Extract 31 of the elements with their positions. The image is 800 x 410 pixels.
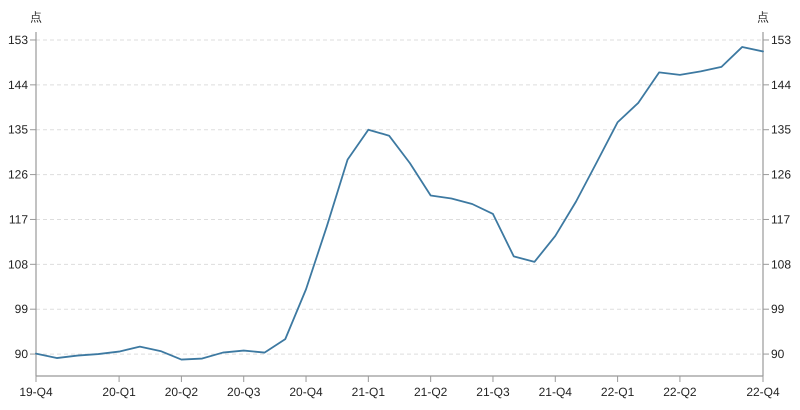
y-tick-label: 108 [8, 257, 28, 272]
y2-tick-label: 108 [771, 257, 792, 272]
x-tick-label: 20-Q4 [289, 385, 324, 399]
y2-tick-label: 117 [771, 212, 790, 226]
y-tick-label: 135 [8, 122, 28, 137]
x-tick-label: 21-Q1 [352, 385, 386, 399]
y-tick-label: 117 [8, 212, 28, 226]
x-tick-label: 20-Q1 [102, 385, 136, 399]
y-axis-title: 点 [30, 10, 42, 24]
x-tick-label: 22-Q1 [600, 385, 635, 399]
x-tick-label: 21-Q3 [476, 385, 510, 399]
x-tick-label: 20-Q2 [164, 385, 198, 399]
y2-tick-label: 135 [771, 122, 792, 137]
y2-tick-label: 153 [771, 32, 792, 47]
x-tick-label: 19-Q4 [19, 385, 53, 399]
y2-tick-label: 144 [771, 78, 792, 92]
y-tick-label: 126 [8, 168, 28, 182]
y-tick-label: 99 [14, 302, 28, 316]
x-tick-label: 22-Q2 [663, 385, 697, 399]
y-tick-label: 90 [14, 347, 28, 362]
y-tick-label: 153 [8, 32, 28, 47]
x-tick-label: 22-Q4 [746, 385, 780, 399]
x-tick-label: 20-Q3 [227, 385, 261, 399]
y2-tick-label: 99 [771, 302, 785, 316]
x-tick-label: 21-Q2 [414, 385, 448, 399]
y-tick-label: 144 [8, 78, 28, 92]
y2-axis-title: 点 [757, 10, 769, 24]
x-tick-label: 21-Q4 [538, 385, 572, 399]
y2-tick-label: 126 [771, 168, 792, 182]
y2-tick-label: 90 [771, 347, 785, 362]
line-series [35, 46, 764, 360]
